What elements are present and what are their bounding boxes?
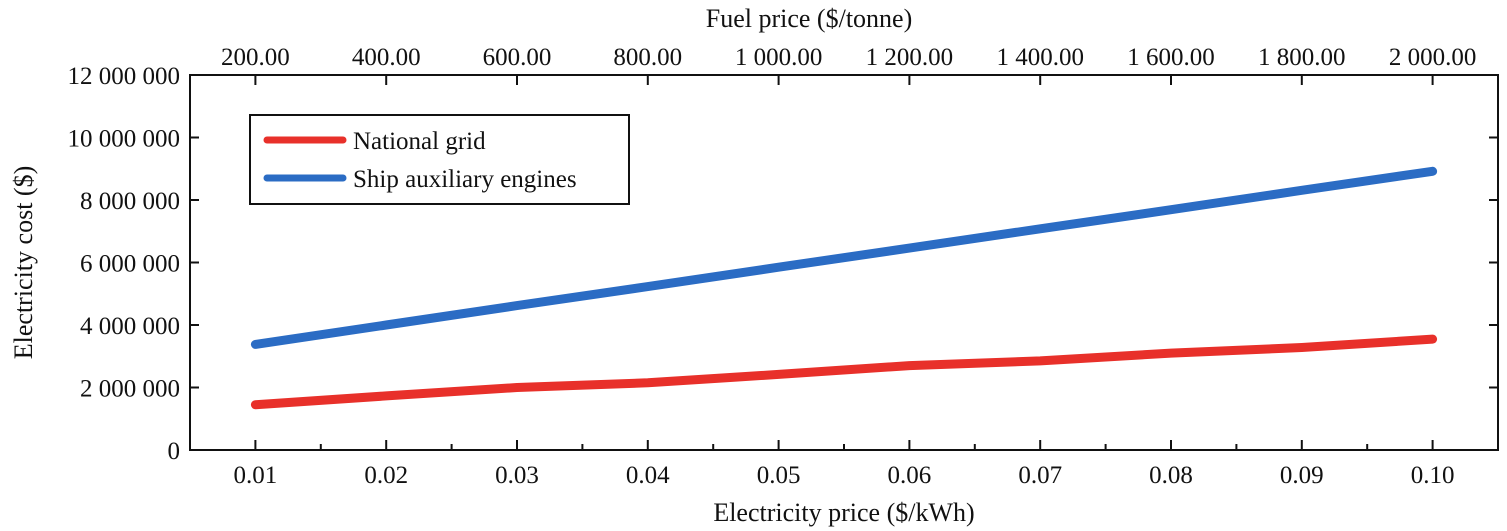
x-tick-label: 0.09 — [1280, 462, 1324, 489]
top-x-axis-ticks: 200.00 400.00 600.00 800.00 1 000.00 1 200.00… — [221, 44, 1476, 85]
y-tick-label: 4 000 000 — [80, 313, 180, 340]
x-tick-label: 0.10 — [1411, 462, 1455, 489]
top-x-tick-label: 1 800.00 — [1258, 44, 1346, 71]
x-tick-label: 0.06 — [888, 462, 932, 489]
top-x-tick-label: 1 200.00 — [866, 44, 954, 71]
top-x-tick-label: 1 400.00 — [996, 44, 1084, 71]
x-tick-label: 0.07 — [1018, 462, 1062, 489]
series-layer — [255, 171, 1432, 404]
top-x-tick-label: 200.00 — [221, 44, 290, 71]
x-tick-label: 0.04 — [626, 462, 670, 489]
top-x-tick-label: 1 000.00 — [735, 44, 823, 71]
y-tick-label: 10 000 000 — [68, 126, 181, 153]
x-axis-title: Electricity price ($/kWh) — [713, 498, 974, 527]
y-tick-label: 8 000 000 — [80, 188, 180, 215]
y-tick-label: 6 000 000 — [80, 251, 180, 278]
top-x-axis-title: Fuel price ($/tonne) — [706, 4, 913, 33]
x-tick-label: 0.03 — [495, 462, 539, 489]
x-tick-label: 0.05 — [757, 462, 801, 489]
top-x-tick-label: 600.00 — [483, 44, 552, 71]
series-line-national-grid — [255, 339, 1432, 405]
x-axis-ticks: 0.01 0.02 0.03 0.04 0.05 0.06 0.07 0.08 0.09 0.10 — [190, 440, 1498, 489]
x-tick-label: 0.02 — [364, 462, 408, 489]
y-axis-title: Electricity cost ($) — [9, 166, 38, 359]
legend-label-national-grid: National grid — [353, 128, 486, 155]
y-tick-label: 12 000 000 — [68, 63, 181, 90]
top-x-tick-label: 1 600.00 — [1127, 44, 1215, 71]
top-x-tick-label: 2 000.00 — [1389, 44, 1477, 71]
x-tick-label: 0.01 — [234, 462, 278, 489]
legend-label-ship-auxiliary-engines: Ship auxiliary engines — [353, 166, 577, 193]
top-x-tick-label: 400.00 — [352, 44, 421, 71]
y-tick-label: 0 — [168, 438, 181, 465]
y-tick-label: 2 000 000 — [80, 376, 180, 403]
legend: National grid Ship auxiliary engines — [250, 115, 629, 204]
top-x-tick-label: 800.00 — [613, 44, 682, 71]
x-tick-label: 0.08 — [1149, 462, 1193, 489]
line-chart: 0 2 000 000 4 000 000 6 000 000 8 000 000 10 … — [0, 0, 1507, 531]
